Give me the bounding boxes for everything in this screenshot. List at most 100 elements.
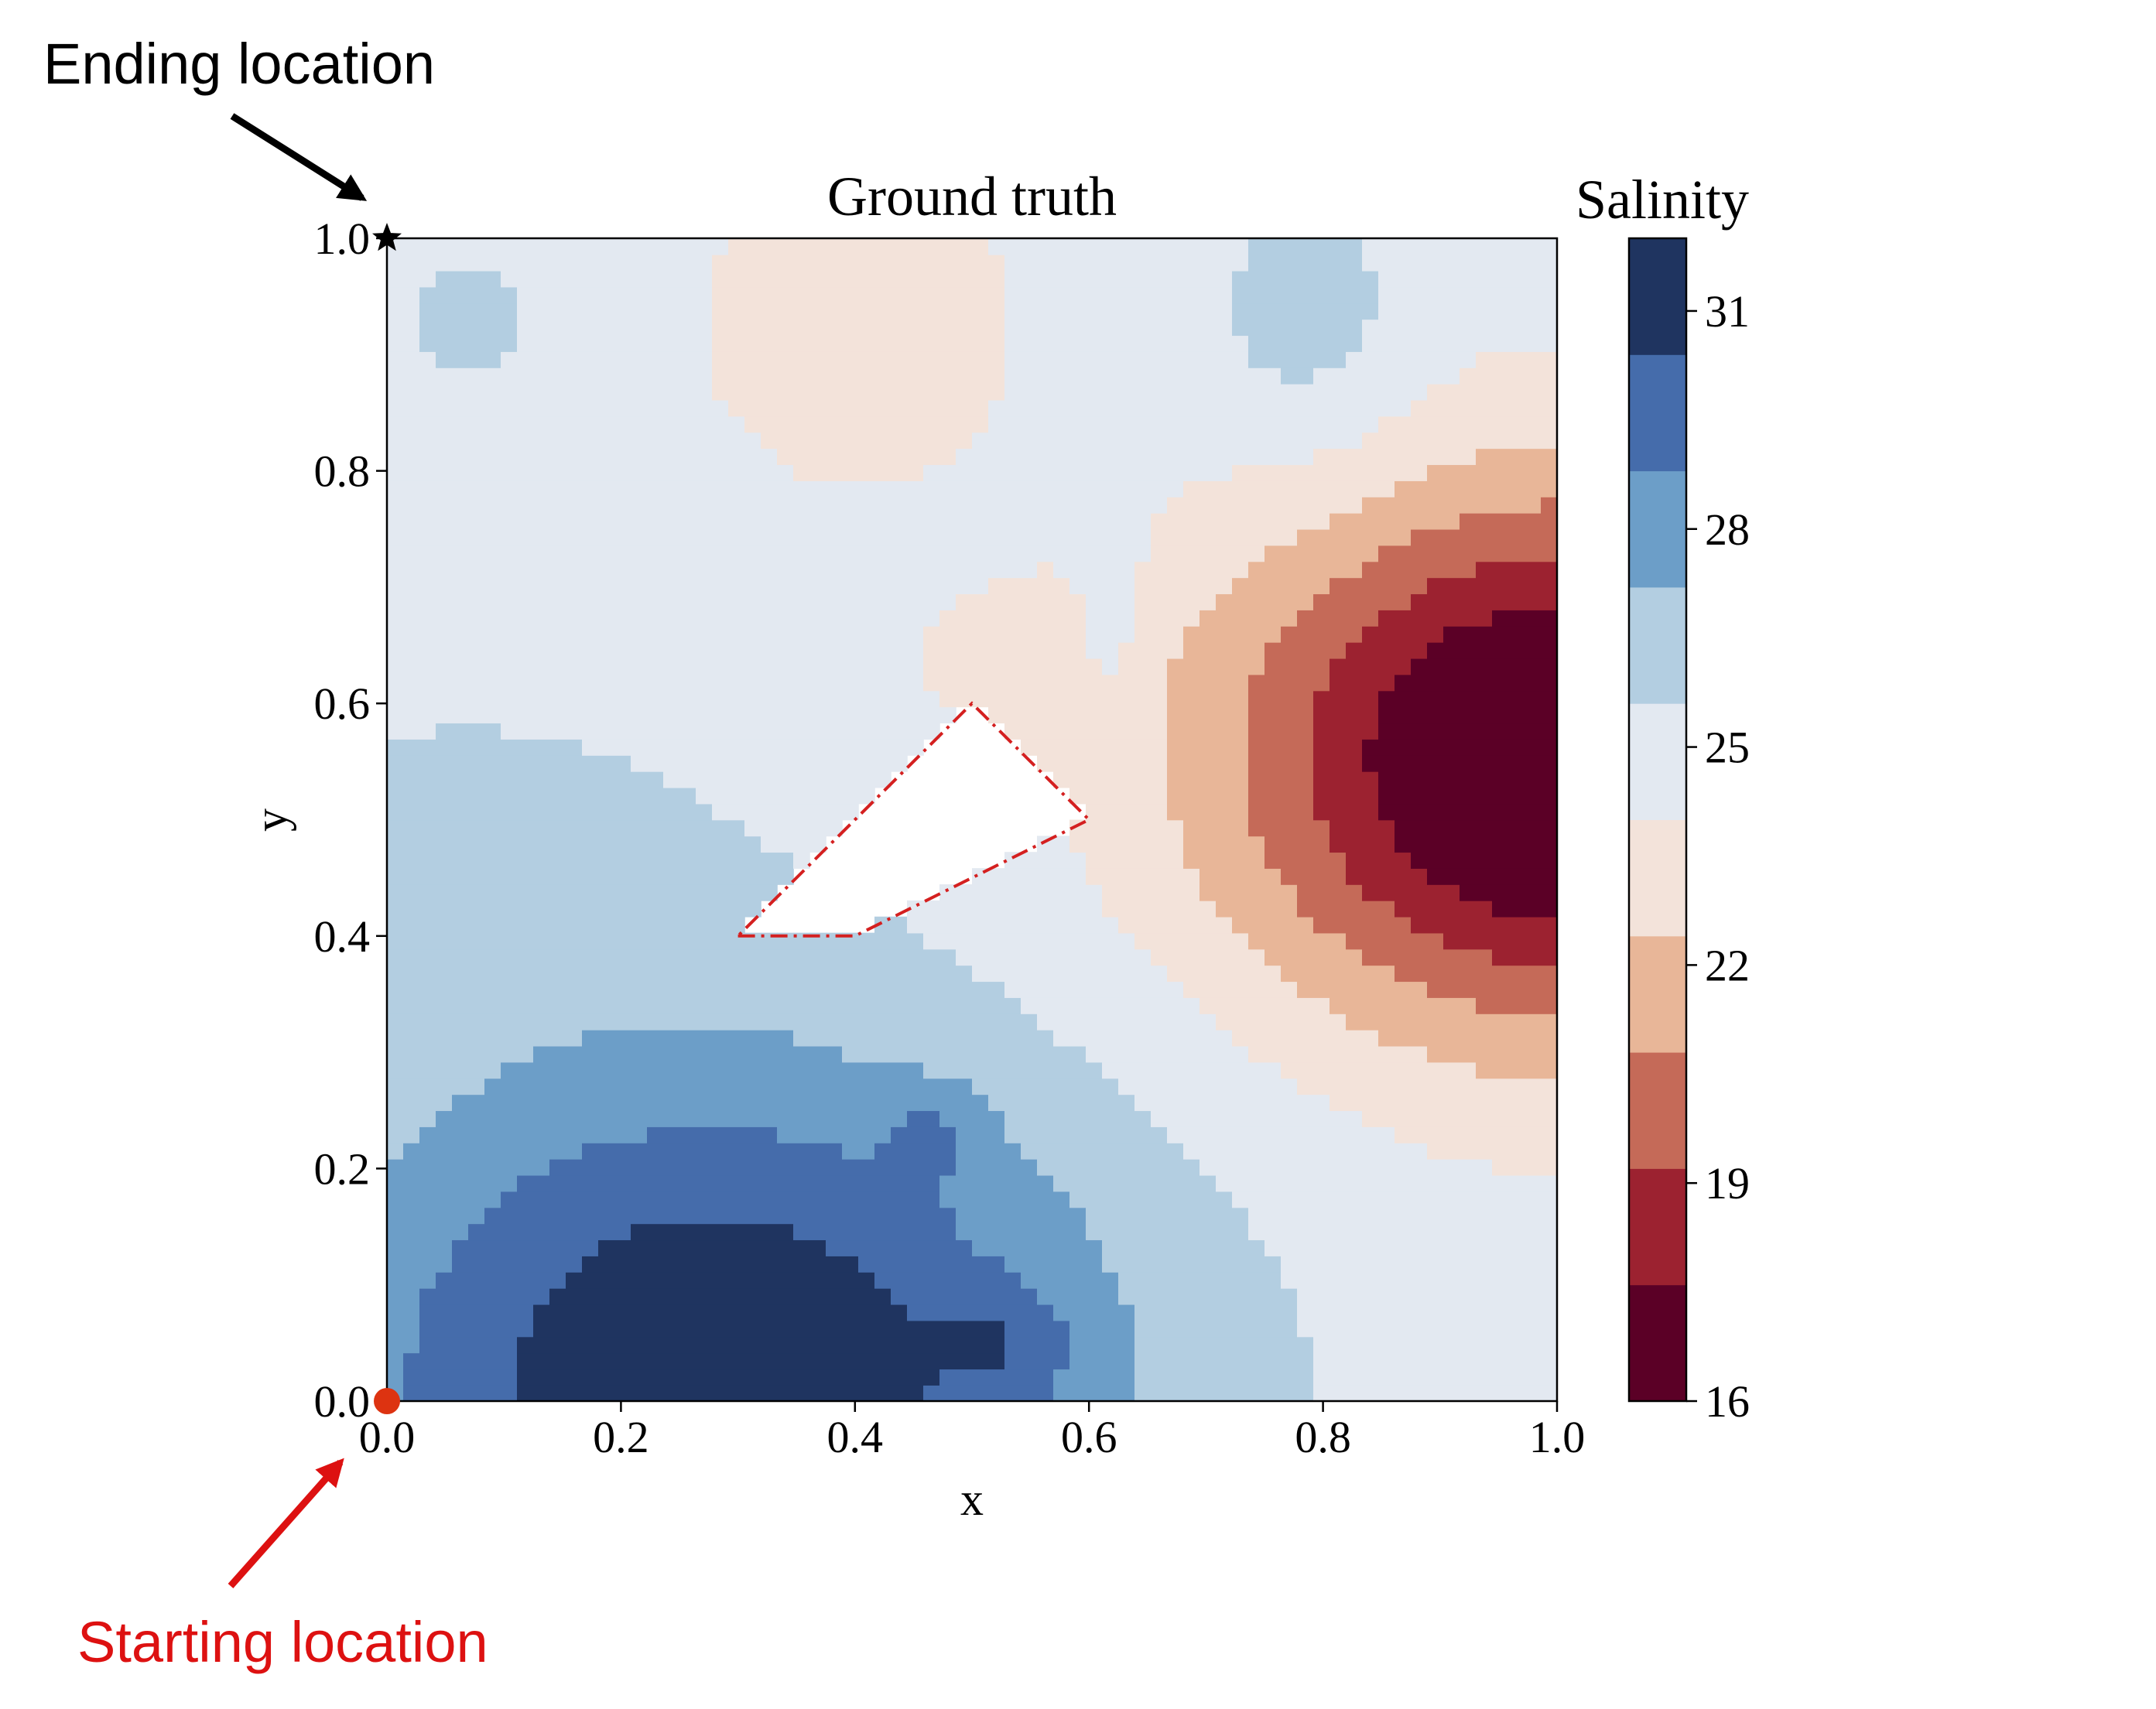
heatmap-cell xyxy=(468,448,485,466)
heatmap-cell xyxy=(614,1191,631,1208)
heatmap-cell xyxy=(1004,1352,1022,1370)
heatmap-cell xyxy=(809,723,826,740)
heatmap-cell xyxy=(696,868,713,885)
heatmap-cell xyxy=(1525,658,1542,675)
heatmap-cell xyxy=(1427,997,1444,1014)
heatmap-cell xyxy=(1151,270,1168,288)
heatmap-cell xyxy=(614,448,631,466)
heatmap-cell xyxy=(1037,1174,1054,1192)
heatmap-cell xyxy=(1102,1239,1119,1256)
heatmap-cell xyxy=(1265,965,1282,983)
heatmap-cell xyxy=(1216,302,1233,320)
heatmap-cell xyxy=(907,1369,924,1386)
heatmap-cell xyxy=(923,1320,940,1338)
heatmap-cell xyxy=(549,1287,566,1305)
heatmap-cell xyxy=(566,965,583,983)
heatmap-cell xyxy=(1004,415,1022,433)
heatmap-cell xyxy=(1362,497,1379,514)
heatmap-cell xyxy=(403,1207,420,1225)
heatmap-cell xyxy=(1378,254,1395,272)
heatmap-cell xyxy=(663,1304,680,1321)
heatmap-cell xyxy=(1151,1385,1168,1401)
heatmap-cell xyxy=(1134,1158,1152,1176)
heatmap-cell xyxy=(517,480,534,497)
heatmap-cell xyxy=(712,706,729,724)
heatmap-cell xyxy=(1183,1287,1200,1305)
heatmap-cell xyxy=(484,512,501,530)
heatmap-cell xyxy=(728,900,745,918)
heatmap-cell xyxy=(939,1207,957,1225)
heatmap-cell xyxy=(696,319,713,337)
heatmap-cell xyxy=(647,302,664,320)
heatmap-cell xyxy=(1037,916,1054,934)
heatmap-cell xyxy=(403,319,420,337)
heatmap-cell xyxy=(1508,1061,1525,1079)
heatmap-cell xyxy=(842,351,859,368)
heatmap-cell xyxy=(549,1352,566,1370)
heatmap-cell xyxy=(777,254,794,272)
heatmap-cell xyxy=(1313,981,1330,998)
heatmap-cell xyxy=(712,1061,729,1079)
heatmap-cell xyxy=(1297,803,1314,821)
heatmap-cell xyxy=(468,528,485,546)
heatmap-cell xyxy=(452,545,469,562)
heatmap-cell xyxy=(858,1045,875,1063)
heatmap-cell xyxy=(1216,1256,1233,1273)
heatmap-cell xyxy=(566,1029,583,1047)
heatmap-cell xyxy=(728,464,745,481)
heatmap-cell xyxy=(1021,1336,1038,1354)
heatmap-cell xyxy=(1232,981,1249,998)
heatmap-cell xyxy=(891,238,908,255)
heatmap-cell xyxy=(1037,658,1054,675)
heatmap-cell xyxy=(1102,464,1119,481)
heatmap-cell xyxy=(972,1078,989,1095)
heatmap-cell xyxy=(988,674,1005,692)
heatmap-cell xyxy=(874,965,891,983)
heatmap-cell xyxy=(858,1094,875,1112)
heatmap-cell xyxy=(728,1336,745,1354)
heatmap-cell xyxy=(1053,948,1070,966)
heatmap-cell xyxy=(566,803,583,821)
heatmap-cell xyxy=(972,577,989,595)
heatmap-cell xyxy=(436,674,453,692)
heatmap-cell xyxy=(793,1352,810,1370)
heatmap-cell xyxy=(501,1061,518,1079)
heatmap-cell xyxy=(1541,1126,1557,1143)
heatmap-cell xyxy=(1102,1094,1119,1112)
heatmap-cell xyxy=(1199,1320,1217,1338)
heatmap-cell xyxy=(1346,528,1363,546)
heatmap-cell xyxy=(468,1223,485,1241)
heatmap-cell xyxy=(809,1045,826,1063)
heatmap-cell xyxy=(988,1385,1005,1401)
heatmap-cell xyxy=(647,415,664,433)
heatmap-cell xyxy=(809,464,826,481)
heatmap-cell xyxy=(874,1013,891,1031)
heatmap-cell xyxy=(891,658,908,675)
heatmap-cell xyxy=(891,626,908,643)
heatmap-cell xyxy=(793,270,810,288)
heatmap-cell xyxy=(1411,1336,1428,1354)
heatmap-cell xyxy=(679,335,696,352)
heatmap-cell xyxy=(1492,1287,1509,1305)
heatmap-cell xyxy=(874,432,891,449)
heatmap-cell xyxy=(793,997,810,1014)
heatmap-cell xyxy=(923,1078,940,1095)
heatmap-cell xyxy=(614,932,631,950)
heatmap-cell xyxy=(501,593,518,610)
heatmap-cell xyxy=(1460,319,1477,337)
heatmap-cell xyxy=(517,561,534,579)
heatmap-cell xyxy=(1330,351,1347,368)
heatmap-cell xyxy=(1427,1191,1444,1208)
heatmap-cell xyxy=(1216,448,1233,466)
heatmap-cell xyxy=(1313,1191,1330,1208)
heatmap-cell xyxy=(1508,399,1525,417)
heatmap-cell xyxy=(777,1143,794,1160)
heatmap-cell xyxy=(1102,497,1119,514)
heatmap-cell xyxy=(1297,512,1314,530)
heatmap-cell xyxy=(468,351,485,368)
heatmap-cell xyxy=(939,1126,957,1143)
heatmap-cell xyxy=(1378,351,1395,368)
heatmap-cell xyxy=(1053,626,1070,643)
heatmap-cell xyxy=(1037,1143,1054,1160)
heatmap-cell xyxy=(1134,1029,1152,1047)
